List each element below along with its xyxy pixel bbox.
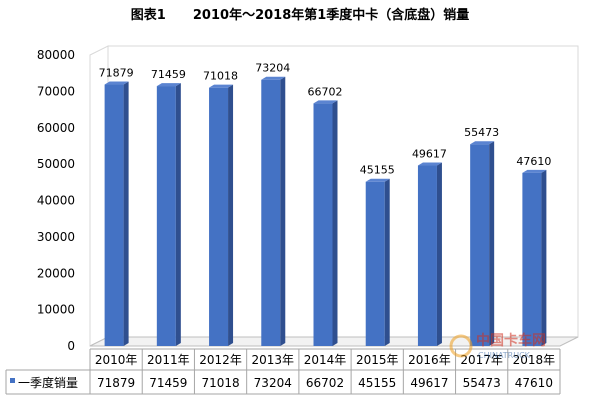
table-cell: 73204 <box>254 376 292 390</box>
bar-top <box>365 178 390 182</box>
data-label: 49617 <box>412 148 447 161</box>
watermark-text-en: CHINATRUCK <box>478 351 531 360</box>
bar-side <box>123 81 129 347</box>
bar-front <box>104 84 124 347</box>
bar-front <box>156 86 176 347</box>
bar-top <box>209 84 234 88</box>
bar-side <box>384 178 390 346</box>
y-tick-label: 60000 <box>37 121 75 135</box>
x-tick-label: 2017年 <box>460 353 503 367</box>
data-label: 66702 <box>308 85 343 98</box>
bar-front <box>313 103 333 346</box>
x-tick-label: 2012年 <box>199 353 242 367</box>
bar-top <box>313 100 338 104</box>
data-label: 73204 <box>255 62 290 75</box>
y-tick-label: 10000 <box>37 303 75 317</box>
table-cell: 71018 <box>201 376 239 390</box>
table-cell: 71459 <box>149 376 187 390</box>
x-tick-label: 2018年 <box>513 353 556 367</box>
table-cell: 55473 <box>463 376 501 390</box>
data-label: 45155 <box>360 164 395 177</box>
y-tick-label: 80000 <box>37 48 75 62</box>
data-label: 55473 <box>464 126 499 139</box>
bar-side <box>332 100 338 346</box>
data-label: 47610 <box>516 155 551 168</box>
chart-title: 图表1 2010年～2018年第1季度中卡（含底盘）销量 <box>130 8 470 23</box>
legend-swatch <box>10 378 15 383</box>
bar-top <box>470 141 495 145</box>
bar-top <box>522 169 547 173</box>
bar-top <box>261 76 286 80</box>
table-cell: 66702 <box>306 376 344 390</box>
x-tick-label: 2010年 <box>95 353 138 367</box>
bar-side <box>489 141 495 346</box>
x-tick-label: 2014年 <box>304 353 347 367</box>
y-tick-label: 20000 <box>37 266 75 280</box>
watermark-text-cn: 中国卡车网 <box>476 332 546 349</box>
bar-top <box>104 81 129 85</box>
bar-side <box>175 83 181 347</box>
bar-front <box>261 79 281 346</box>
bar-top <box>156 83 181 87</box>
bar-top <box>417 162 442 166</box>
watermark-icon <box>449 334 473 358</box>
bar-side <box>228 84 234 346</box>
data-label: 71879 <box>99 67 134 80</box>
x-tick-label: 2016年 <box>408 353 451 367</box>
y-tick-label: 30000 <box>37 230 75 244</box>
bar-side <box>280 76 286 346</box>
y-tick-label: 40000 <box>37 194 75 208</box>
bar-front <box>522 172 542 346</box>
bar-side <box>541 169 547 346</box>
data-label: 71459 <box>151 68 186 81</box>
table-cell: 47610 <box>515 376 553 390</box>
bar-front <box>365 181 385 346</box>
bar-front <box>417 165 437 346</box>
x-tick-label: 2013年 <box>252 353 295 367</box>
x-tick-label: 2015年 <box>356 353 399 367</box>
legend-label: 一季度销量 <box>18 375 78 390</box>
data-label: 71018 <box>203 70 238 83</box>
bar-side <box>436 162 442 346</box>
y-tick-label: 50000 <box>37 157 75 171</box>
table-cell: 45155 <box>358 376 396 390</box>
table-cell: 71879 <box>97 376 135 390</box>
x-tick-label: 2011年 <box>147 353 190 367</box>
bar-front <box>209 87 229 346</box>
y-tick-label: 70000 <box>37 84 75 98</box>
y-tick-label: 0 <box>67 339 75 353</box>
table-cell: 49617 <box>410 376 448 390</box>
bar-front <box>470 144 490 346</box>
watermark-logo: 中国卡车网 CHINATRUCK <box>448 328 578 364</box>
